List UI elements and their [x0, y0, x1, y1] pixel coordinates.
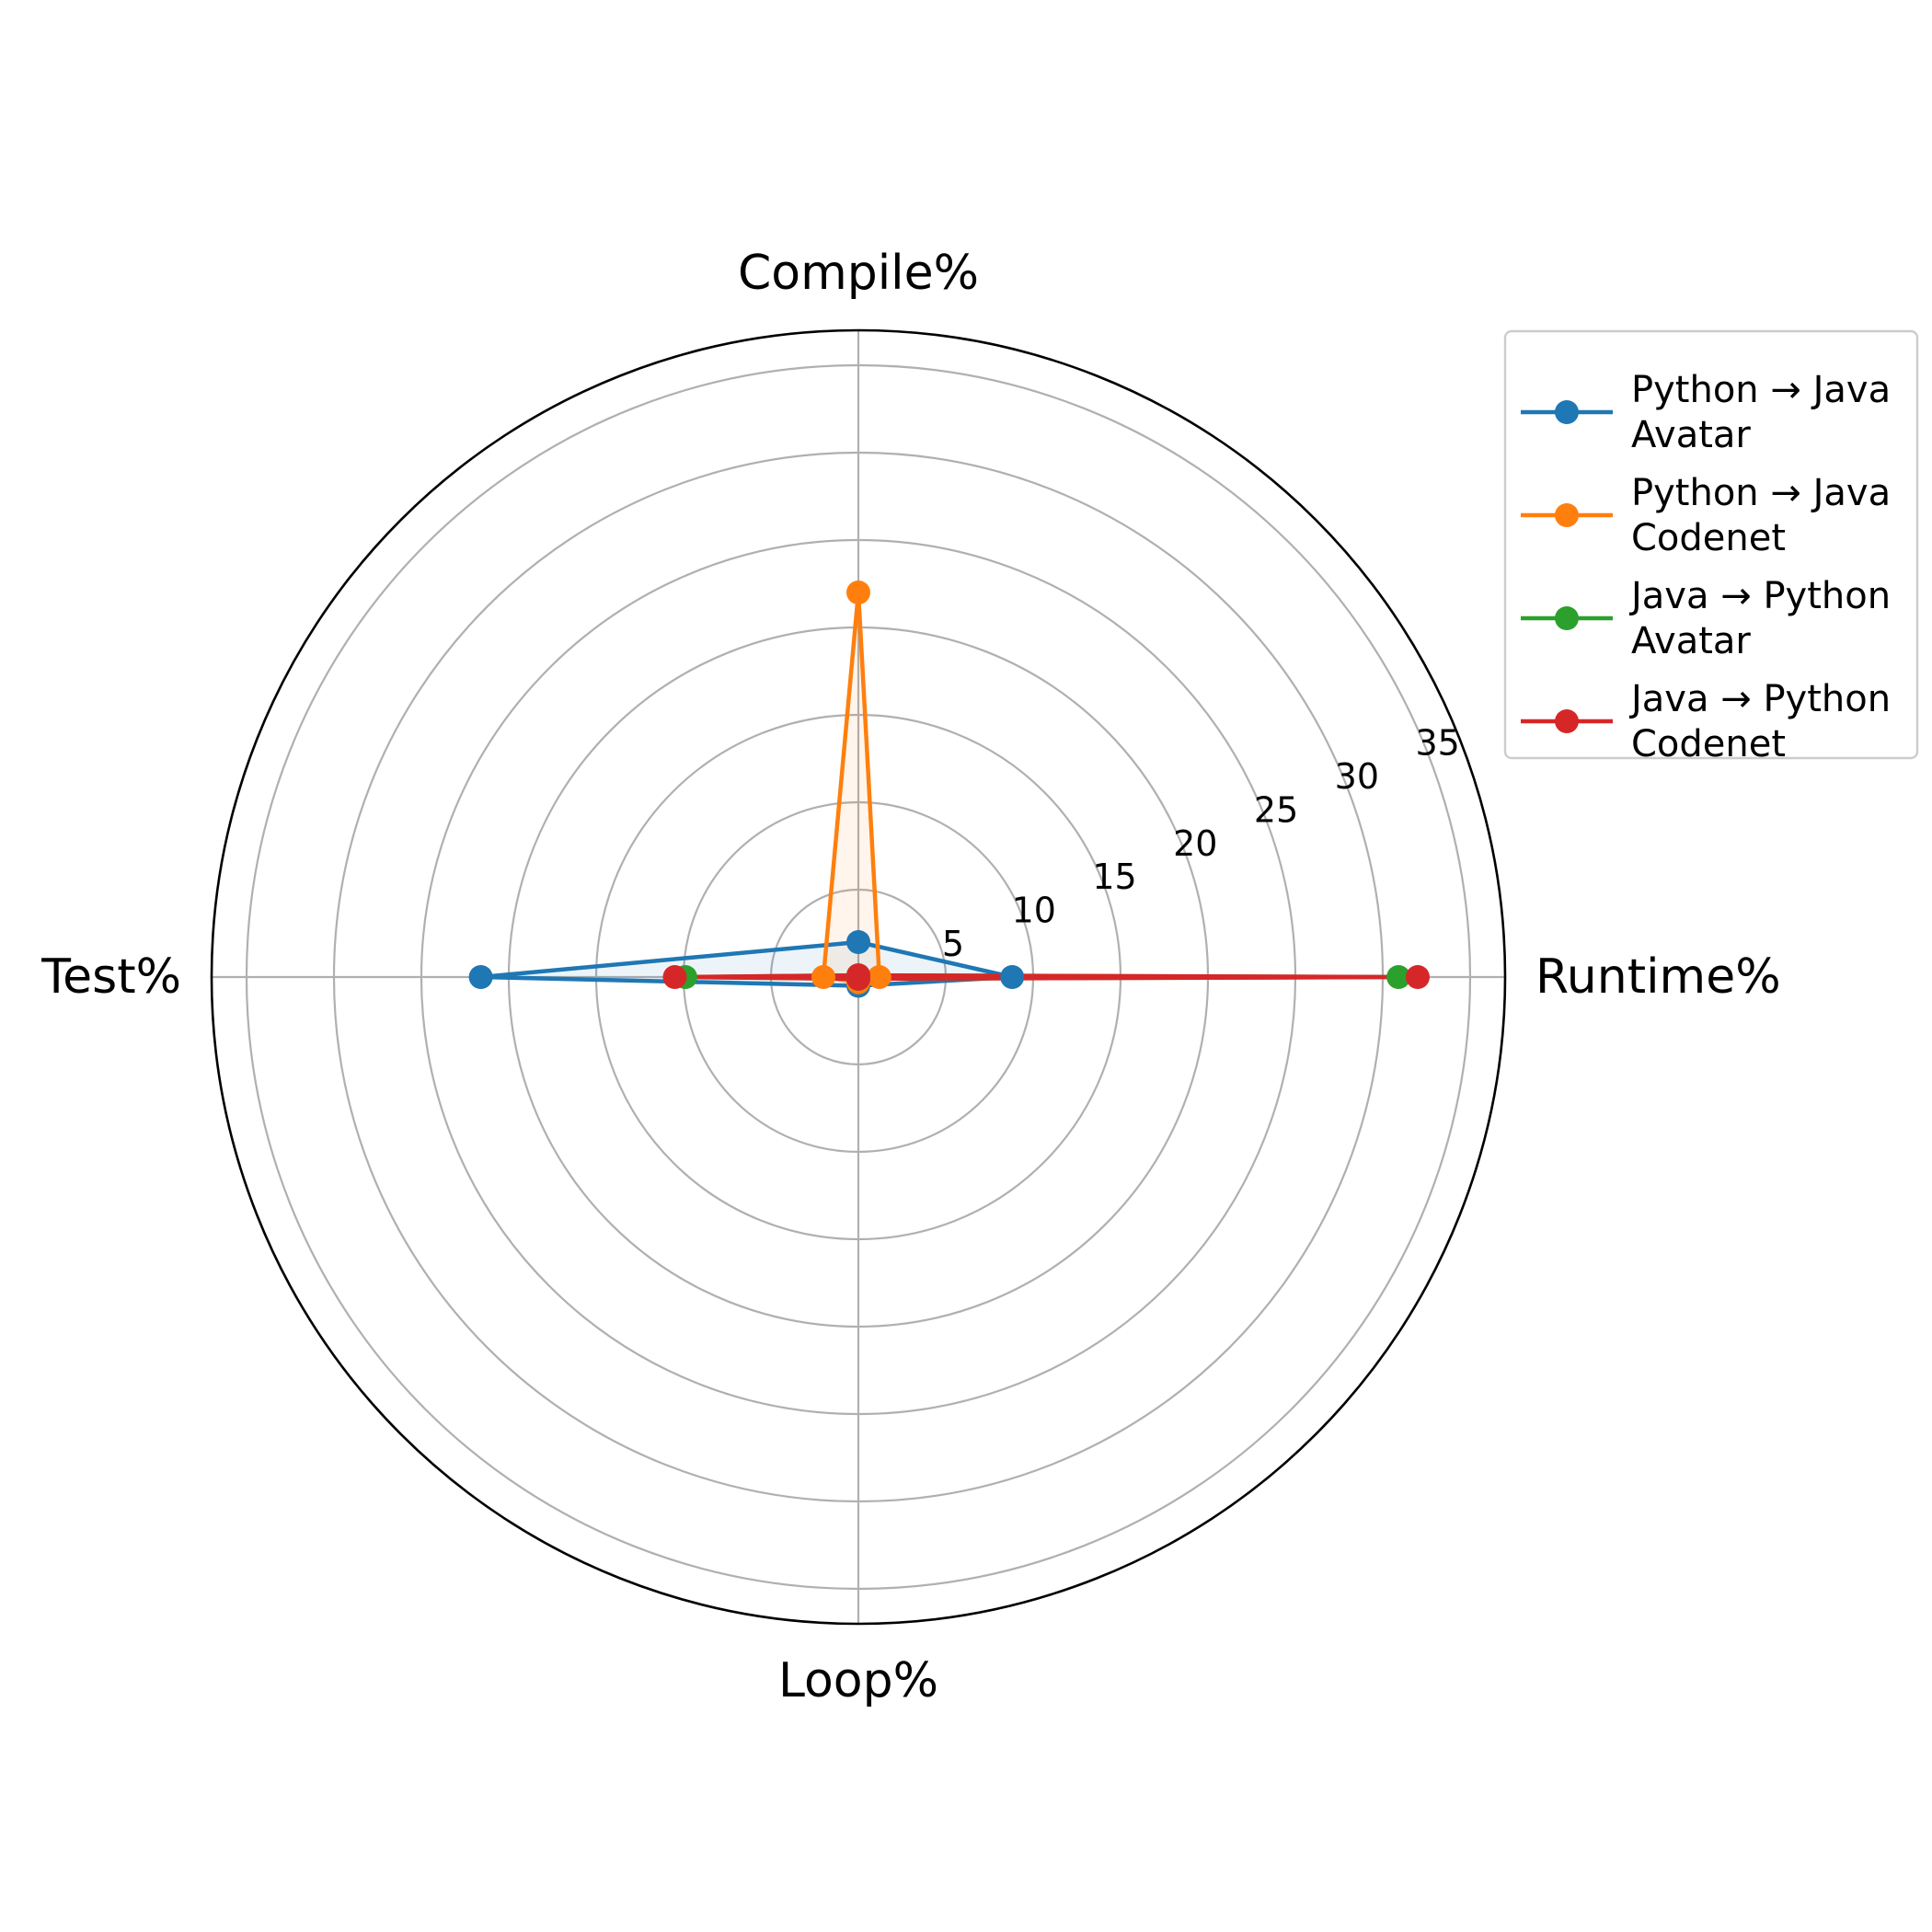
legend-marker-1 [1555, 503, 1579, 527]
rtick-label-35: 35 [1415, 723, 1459, 764]
series-3-point-1 [1406, 965, 1430, 989]
rtick-label-25: 25 [1254, 789, 1298, 830]
legend-label-0-line1: Python → Java [1631, 369, 1891, 411]
series-2-point-1 [1386, 965, 1411, 989]
legend-marker-0 [1555, 400, 1579, 424]
series-0-point-1 [1000, 965, 1025, 989]
series-0-point-3 [468, 965, 493, 989]
axis-label-compile: Compile% [738, 246, 979, 301]
series-markers [468, 581, 1430, 998]
legend-label-1-line2: Codenet [1631, 517, 1786, 559]
legend-marker-3 [1555, 709, 1579, 733]
radial-tick-labels: 5 10 15 20 25 30 35 [942, 723, 1460, 964]
series-1-point-0 [846, 581, 870, 604]
legend-label-2-line2: Avatar [1631, 620, 1751, 662]
legend-frame [1503, 329, 1919, 760]
series-3-point-2 [846, 966, 870, 991]
legend-label-2-line1: Java → Python [1628, 575, 1891, 617]
legend-label-3-line2: Codenet [1631, 723, 1786, 765]
series-3-point-3 [662, 965, 687, 989]
axis-label-runtime: Runtime% [1535, 949, 1781, 1005]
polar-frame [210, 328, 1507, 1626]
rtick-label-10: 10 [1012, 890, 1056, 930]
series-0-point-0 [846, 930, 870, 954]
axis-labels: Compile% Runtime% Loop% Test% [40, 246, 1780, 1708]
legend-marker-2 [1555, 606, 1579, 630]
rtick-label-5: 5 [942, 924, 964, 964]
axis-label-test: Test% [40, 949, 181, 1005]
rtick-label-20: 20 [1173, 823, 1217, 864]
series-fill-1 [823, 592, 880, 983]
rtick-label-15: 15 [1092, 857, 1136, 897]
series-1-point-3 [811, 965, 835, 989]
legend-label-3-line1: Java → Python [1628, 678, 1891, 720]
legend-label-1-line1: Python → Java [1631, 472, 1891, 514]
legend-label-0-line2: Avatar [1631, 414, 1751, 456]
axis-label-loop: Loop% [778, 1653, 938, 1708]
rtick-label-30: 30 [1335, 756, 1379, 797]
series-1-point-1 [867, 965, 891, 989]
series-line-3 [673, 972, 1420, 982]
